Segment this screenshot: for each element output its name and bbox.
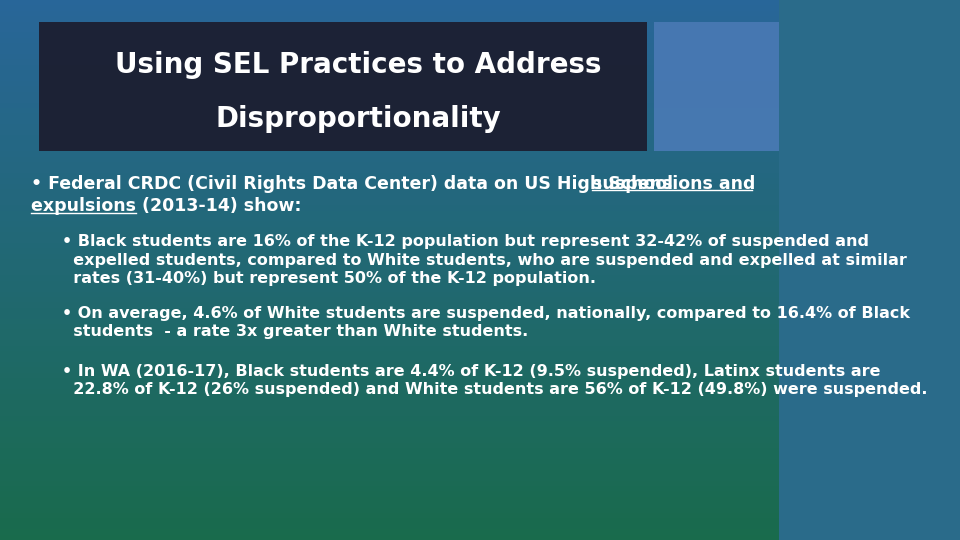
- Text: rates (31-40%) but represent 50% of the K-12 population.: rates (31-40%) but represent 50% of the …: [62, 271, 596, 286]
- Text: • In WA (2016-17), Black students are 4.4% of K-12 (9.5% suspended), Latinx stud: • In WA (2016-17), Black students are 4.…: [62, 364, 881, 379]
- FancyBboxPatch shape: [655, 22, 779, 151]
- Text: expulsions: expulsions: [31, 197, 142, 215]
- Text: Disproportionality: Disproportionality: [215, 105, 501, 133]
- Text: (2013-14) show:: (2013-14) show:: [136, 197, 301, 215]
- Text: • Federal CRDC (Civil Rights Data Center) data on US High School: • Federal CRDC (Civil Rights Data Center…: [31, 174, 680, 193]
- Text: expelled students, compared to White students, who are suspended and expelled at: expelled students, compared to White stu…: [62, 253, 907, 268]
- Text: • On average, 4.6% of White students are suspended, nationally, compared to 16.4: • On average, 4.6% of White students are…: [62, 306, 910, 321]
- Text: • Black students are 16% of the K-12 population but represent 32-42% of suspende: • Black students are 16% of the K-12 pop…: [62, 234, 870, 249]
- Text: Using SEL Practices to Address: Using SEL Practices to Address: [115, 51, 602, 79]
- Text: 22.8% of K-12 (26% suspended) and White students are 56% of K-12 (49.8%) were su: 22.8% of K-12 (26% suspended) and White …: [62, 382, 927, 397]
- FancyBboxPatch shape: [39, 22, 646, 151]
- Text: students  - a rate 3x greater than White students.: students - a rate 3x greater than White …: [62, 324, 529, 339]
- Text: suspensions and: suspensions and: [592, 174, 756, 193]
